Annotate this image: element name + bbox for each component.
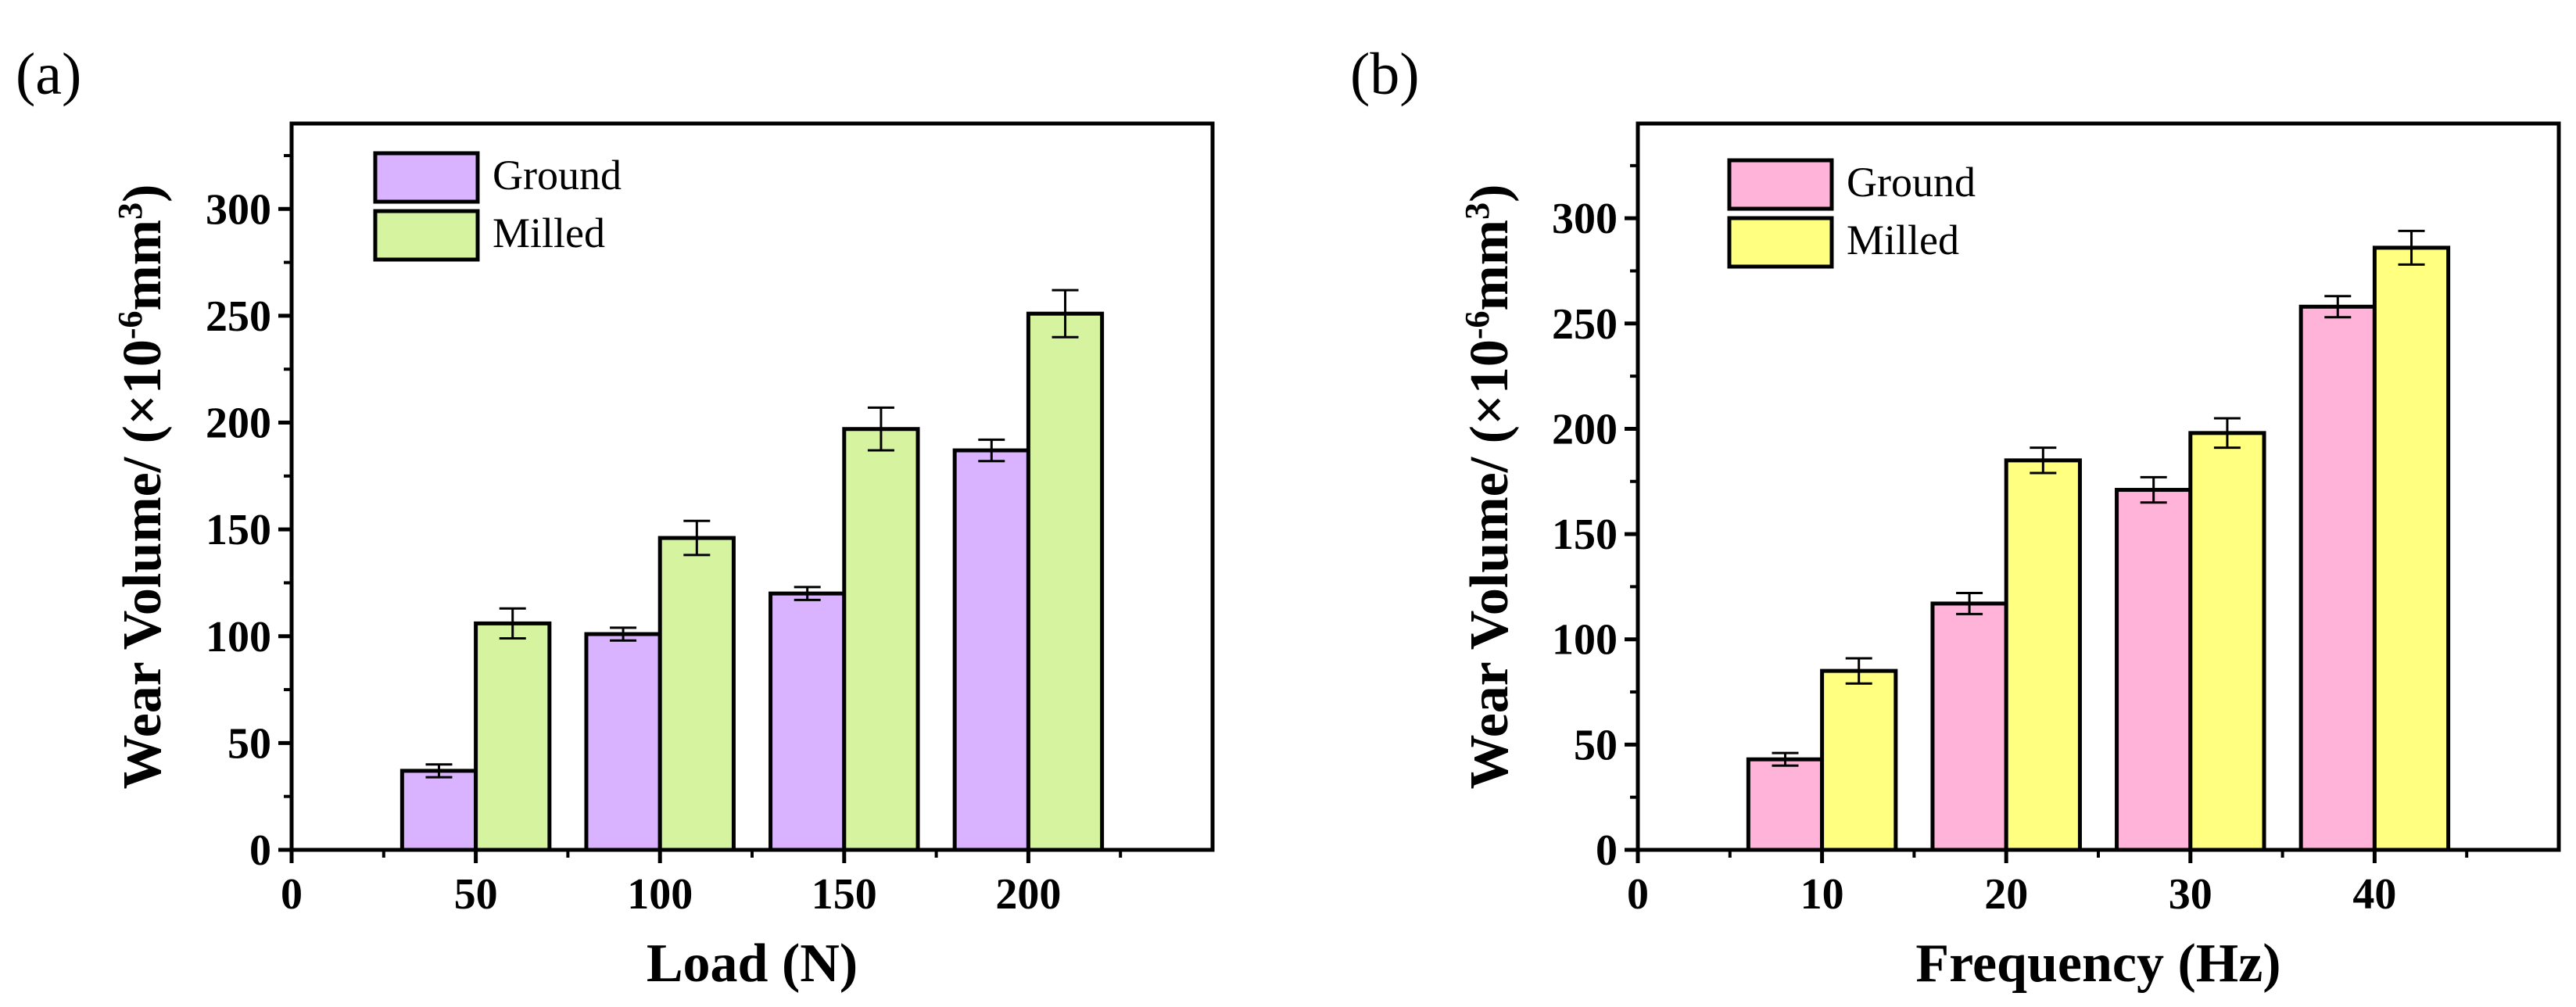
bar-milled-200 [1026,311,1105,852]
y-axis-label-part: ) [113,185,173,202]
error-bar-milled-30 [2213,417,2241,450]
error-bar-ground-150 [794,586,821,601]
bar-ground-30 [2115,488,2193,852]
y-axis-label-part: -6 [111,311,149,340]
bar-ground-20 [1930,601,2008,852]
legend: Ground Milled [1727,158,1976,269]
chart-panel-a: (a) 0 50 100 150 200 0 50 100 150 200 250 300 Load (N… [16,41,1215,994]
bar-milled-20 [2004,458,2082,852]
y-tick-label: 250 [1552,300,1618,349]
bar-ground-50 [399,769,478,852]
error-bar-milled-150 [867,406,894,452]
error-bar-ground-50 [425,763,453,779]
legend-label-milled: Milled [1847,217,1959,263]
legend-label-ground: Ground [1847,159,1976,206]
chart-panel-b: (b) 0 10 20 30 40 0 50 100 150 200 250 300 Frequency … [1350,41,2561,994]
y-axis-label-part: 3 [111,202,149,220]
bar-milled-100 [657,536,736,852]
x-tick-label: 30 [2169,870,2212,919]
y-tick-label: 50 [228,719,271,768]
bar-milled-150 [842,427,920,852]
y-tick-label: 300 [206,185,271,234]
y-axis-label-part: 3 [1458,202,1496,220]
x-tick-label: 20 [1984,870,2028,919]
y-tick-label: 0 [1596,826,1618,875]
y-tick-label: 150 [206,506,271,554]
y-tick-label: 50 [1574,721,1618,769]
bar-ground-100 [584,632,662,852]
x-axis-label: Frequency (Hz) [1915,934,2280,994]
bar-ground-10 [1746,757,1825,852]
legend-swatch-milled [373,209,480,262]
bar-ground-40 [2298,304,2377,852]
legend-swatch-ground [1727,158,1834,211]
x-tick-label: 40 [2352,870,2396,919]
y-tick-label: 200 [206,400,271,448]
x-tick-label: 100 [627,870,693,919]
y-tick-label: 250 [206,292,271,341]
error-bar-ground-20 [1956,591,1983,615]
x-tick-label: 200 [995,870,1061,919]
error-bar-milled-40 [2398,229,2425,266]
panel-label: (a) [16,41,81,107]
y-tick-label: 200 [1552,405,1618,453]
error-bar-ground-30 [2140,475,2167,504]
error-bar-ground-40 [2324,295,2352,319]
bar-milled-10 [1820,668,1898,852]
y-tick-label: 300 [1552,195,1618,243]
error-bar-ground-200 [978,438,1005,463]
y-axis-label-part: -6 [1458,311,1496,340]
error-bar-milled-100 [683,519,711,557]
y-axis-label-part: mm [113,220,173,311]
x-tick-label: 0 [1627,870,1649,919]
bar-ground-150 [769,591,847,852]
error-bar-milled-200 [1052,288,1079,339]
x-tick-label: 50 [454,870,498,919]
bar-ground-200 [952,448,1030,852]
panel-label: (b) [1350,41,1420,107]
y-axis-label-part: Wear Volume/ (×10 [113,339,173,789]
y-axis-label: Wear Volume/ (×10-6mm3) [111,185,174,790]
error-bar-milled-20 [2030,446,2057,475]
bar-milled-30 [2188,431,2266,852]
x-tick-label: 10 [1800,870,1844,919]
y-tick-label: 100 [206,613,271,661]
legend-swatch-milled [1727,216,1834,269]
bar-milled-50 [474,621,552,852]
legend: Ground Milled [373,151,622,262]
legend-label-milled: Milled [493,210,605,256]
y-tick-label: 100 [1552,616,1618,665]
legend-swatch-ground [373,151,480,204]
y-axis-label-part: mm [1460,220,1520,311]
y-axis-label: Wear Volume/ (×10-6mm3) [1458,185,1521,790]
error-bar-ground-100 [610,626,637,642]
x-tick-label: 0 [281,870,303,919]
y-tick-label: 0 [249,826,271,875]
legend-label-ground: Ground [493,152,622,199]
bar-milled-40 [2372,245,2451,852]
y-axis-label-part: Wear Volume/ (×10 [1460,339,1520,789]
y-tick-label: 150 [1552,511,1618,559]
y-axis-label-part: ) [1460,185,1520,202]
x-tick-label: 150 [811,870,877,919]
error-bar-milled-50 [499,607,526,640]
error-bar-milled-10 [1845,657,1872,685]
x-axis-label: Load (N) [647,934,858,994]
error-bar-ground-10 [1772,751,1799,767]
